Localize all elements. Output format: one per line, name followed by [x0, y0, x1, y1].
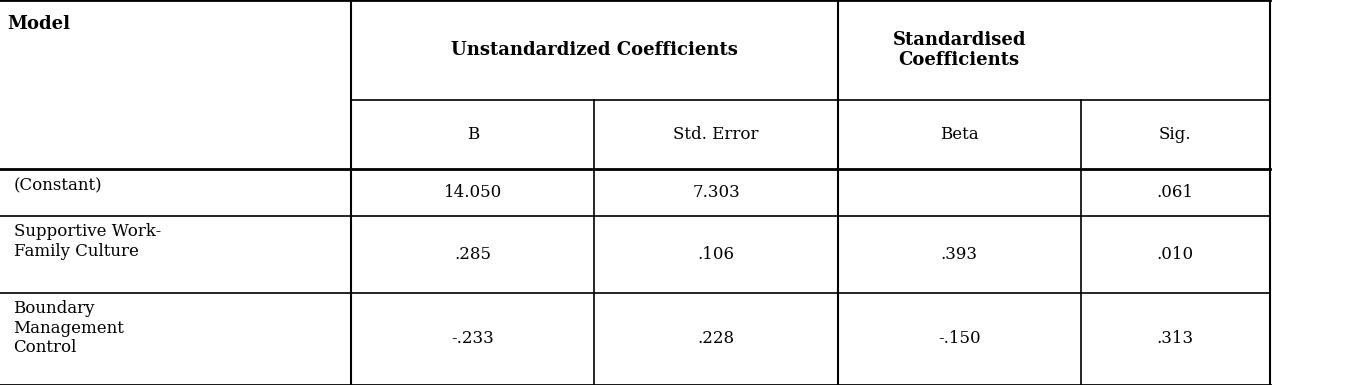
Text: (Constant): (Constant) [14, 177, 103, 194]
Text: .313: .313 [1156, 330, 1194, 347]
Text: .393: .393 [940, 246, 978, 263]
Text: .010: .010 [1156, 246, 1194, 263]
Text: 7.303: 7.303 [692, 184, 740, 201]
Text: Unstandardized Coefficients: Unstandardized Coefficients [451, 41, 738, 59]
Text: .285: .285 [454, 246, 492, 263]
Text: Standardised
Coefficients: Standardised Coefficients [893, 31, 1025, 69]
Text: Std. Error: Std. Error [673, 126, 759, 143]
Text: B: B [466, 126, 480, 143]
Text: .061: .061 [1156, 184, 1194, 201]
Text: Sig.: Sig. [1159, 126, 1192, 143]
Text: -.150: -.150 [938, 330, 981, 347]
Text: 14.050: 14.050 [443, 184, 503, 201]
Text: Beta: Beta [940, 126, 978, 143]
Text: .106: .106 [697, 246, 735, 263]
Text: Supportive Work-
Family Culture: Supportive Work- Family Culture [14, 223, 161, 260]
Text: .228: .228 [697, 330, 735, 347]
Text: Boundary
Management
Control: Boundary Management Control [14, 300, 124, 357]
Text: -.233: -.233 [451, 330, 494, 347]
Text: Model: Model [7, 15, 70, 33]
